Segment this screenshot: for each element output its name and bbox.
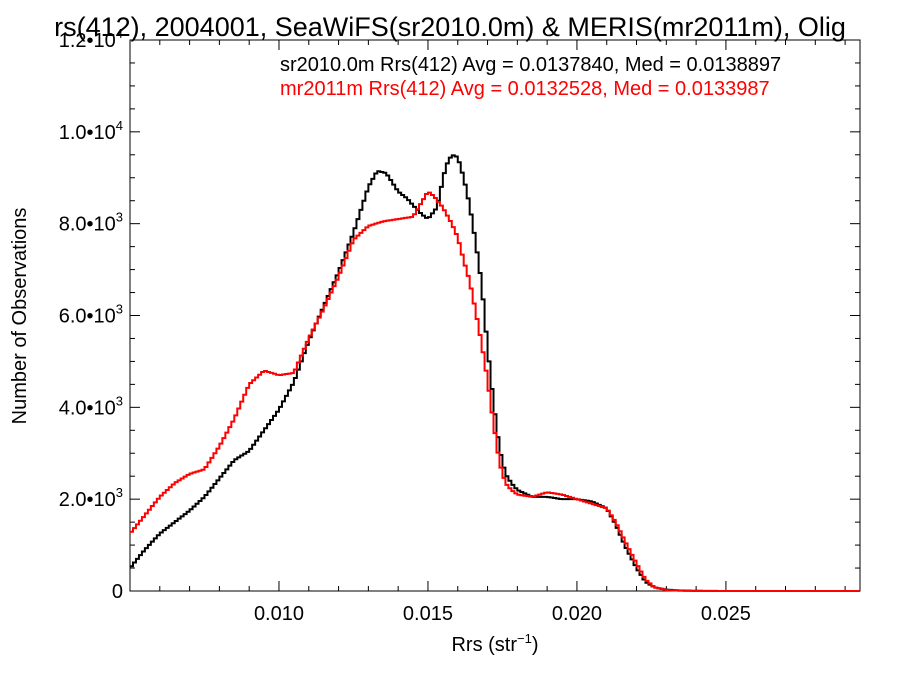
x-axis-label-exponent: −1 [517, 631, 532, 646]
y-tick-exponent: 3 [116, 393, 123, 408]
y-tick-label: 1.2•104 [59, 26, 123, 52]
x-axis-label-text: Rrs (str [451, 634, 517, 656]
y-axis-label: Number of Observations [9, 208, 31, 425]
x-axis-label: Rrs (str−1) [451, 631, 538, 656]
y-tick-label: 1.0•104 [59, 118, 123, 144]
y-tick-exponent: 4 [116, 26, 123, 41]
x-axis-label-close: ) [532, 634, 539, 656]
y-tick-exponent: 3 [116, 210, 123, 225]
y-tick-mantissa: 6.0•10 [59, 306, 116, 328]
y-tick-label: 6.0•103 [59, 302, 123, 328]
y-tick-exponent: 3 [116, 302, 123, 317]
y-tick-exponent: 3 [116, 485, 123, 500]
y-tick-mantissa: 0 [112, 581, 123, 603]
y-tick-label: 0 [112, 581, 123, 603]
x-tick-label: 0.025 [701, 603, 751, 625]
series-layer [130, 154, 860, 592]
y-tick-mantissa: 4.0•10 [59, 397, 116, 419]
y-tick-mantissa: 8.0•10 [59, 214, 116, 236]
y-tick-exponent: 4 [116, 118, 123, 133]
y-tick-mantissa: 1.2•10 [59, 30, 116, 52]
y-tick-mantissa: 2.0•10 [59, 489, 116, 511]
series-line-red [130, 191, 860, 592]
x-tick-label: 0.010 [254, 603, 304, 625]
plot-axes: 0.010 0.015 0.020 0.02502.0•1034.0•1036.0•1… [59, 26, 861, 625]
y-tick-label: 4.0•103 [59, 393, 123, 419]
plot-frame [129, 39, 861, 592]
chart-title: rs(412), 2004001, SeaWiFS(sr2010.0m) & M… [54, 12, 846, 42]
legend-black-series-stats: sr2010.0m Rrs(412) Avg = 0.0137840, Med … [280, 54, 781, 76]
series-line-black [130, 154, 860, 592]
legend-red-series-stats: mr2011m Rrs(412) Avg = 0.0132528, Med = … [280, 78, 770, 100]
x-tick-label: 0.020 [552, 603, 602, 625]
y-tick-label: 8.0•103 [59, 210, 123, 236]
y-tick-mantissa: 1.0•10 [59, 122, 116, 144]
x-tick-label: 0.015 [403, 603, 453, 625]
y-tick-label: 2.0•103 [59, 485, 123, 511]
